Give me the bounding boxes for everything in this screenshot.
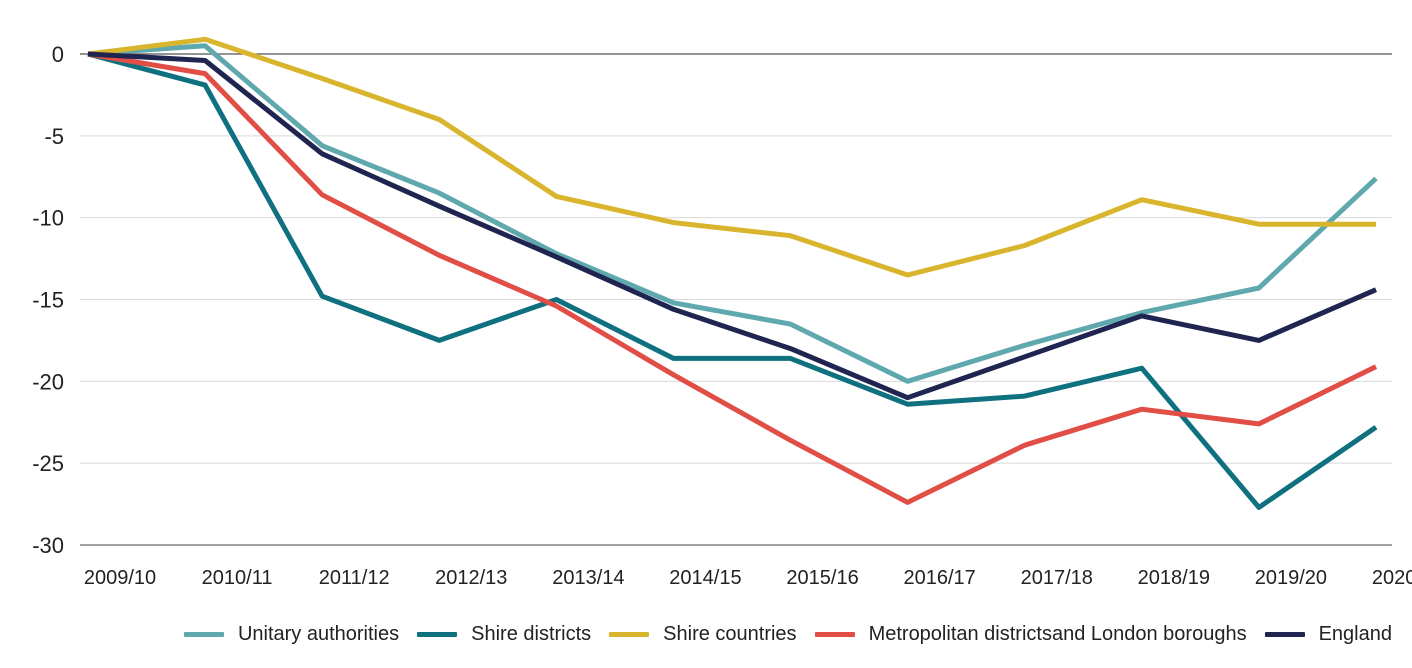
x-tick-label: 2012/13	[435, 567, 507, 589]
series-line-england	[87, 51, 1377, 401]
x-axis-ticks: 2009/10 2010/11 2011/12 2012/13 2013/14 2014/…	[84, 567, 1412, 589]
legend-swatch	[1264, 631, 1305, 637]
series-line-shire-countries	[87, 36, 1376, 278]
x-tick-label: 2011/12	[319, 567, 390, 589]
legend-item: Shire districts	[417, 623, 591, 646]
legend-item: Shire countries	[609, 622, 797, 646]
legend-label: Metropolitan districtsand London borough…	[868, 622, 1247, 645]
legend-swatch	[814, 631, 855, 637]
y-tick-label: -30	[32, 533, 64, 558]
y-tick-label: -20	[32, 369, 64, 394]
x-tick-label: 2015/16	[786, 567, 858, 589]
legend-label: England	[1318, 622, 1392, 645]
legend-item: Metropolitan districtsand London borough…	[814, 622, 1247, 646]
x-tick-label: 2017/18	[1021, 567, 1093, 589]
series-line-metropolitan-districtsand-london-boroughs	[87, 51, 1378, 505]
legend-label: Shire districts	[471, 622, 592, 645]
y-tick-label: -5	[44, 124, 64, 149]
legend-label: Shire countries	[663, 622, 797, 645]
x-tick-label: 2016/17	[903, 567, 975, 589]
series-line-shire-districts	[87, 51, 1378, 510]
legend-label: Unitary authorities	[237, 622, 400, 645]
legend-item: Unitary authorities	[183, 622, 400, 646]
y-tick-label: 0	[52, 42, 64, 67]
y-tick-label: -15	[32, 288, 64, 313]
chart-legend: Unitary authorities Shire districts Shire …	[0, 618, 1412, 650]
y-axis-ticks: 0 -5 -10 -15 -20 -25 -30	[32, 42, 64, 558]
series-lines	[87, 36, 1378, 510]
legend-swatch	[183, 631, 224, 637]
x-tick-label: 2020/21	[1372, 567, 1412, 589]
legend-swatch	[417, 631, 458, 637]
x-tick-label: 2014/15	[669, 567, 741, 589]
x-tick-label: 2018/19	[1138, 567, 1210, 589]
y-tick-label: -10	[32, 206, 64, 231]
legend-swatch	[609, 631, 650, 637]
legend-item: England	[1264, 622, 1392, 646]
x-tick-label: 2010/11	[202, 567, 273, 589]
x-tick-label: 2019/20	[1255, 567, 1327, 589]
x-tick-label: 2013/14	[552, 567, 624, 589]
x-tick-label: 2009/10	[84, 567, 156, 589]
series-line-unitary-authorities	[87, 43, 1378, 384]
y-tick-label: -25	[32, 451, 64, 476]
